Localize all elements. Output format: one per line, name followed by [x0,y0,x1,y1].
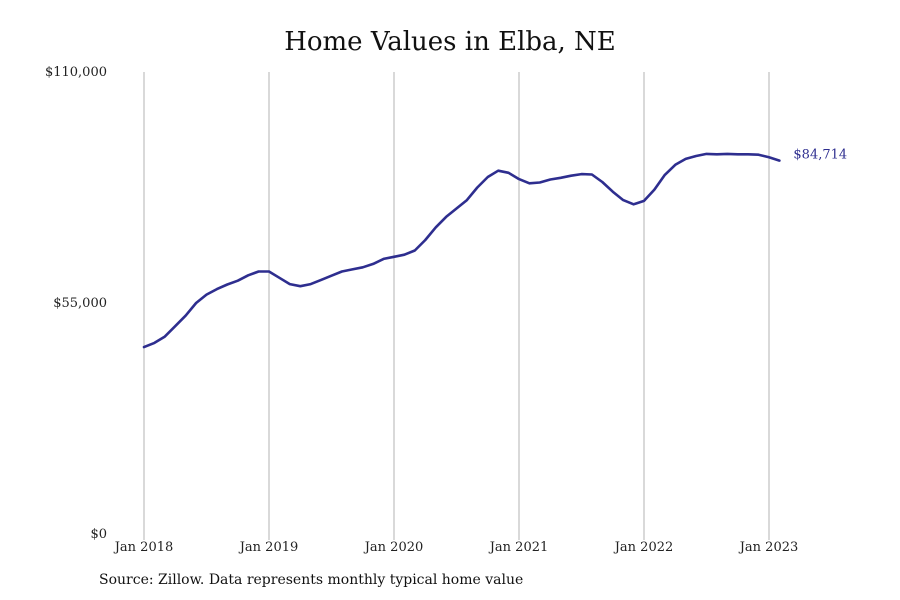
y-tick-label: $110,000 [45,65,107,80]
x-axis: Jan 2018 Jan 2019 Jan 2020 Jan 2021 Jan 2022… [113,540,799,555]
grid-lines [143,72,770,540]
y-tick-label: $55,000 [53,296,107,311]
x-tick-label: Jan 2021 [488,540,549,555]
x-tick-label: Jan 2020 [363,540,424,555]
x-tick-label: Jan 2019 [238,540,299,555]
y-tick-label: $0 [90,527,107,542]
end-value-label: $84,714 [793,148,847,163]
chart-title: Home Values in Elba, NE [284,27,616,57]
x-tick-label: Jan 2018 [113,540,174,555]
x-tick-label: Jan 2023 [738,540,799,555]
y-axis: $0 $55,000 $110,000 [45,65,107,542]
series-layer: $84,714 [142,148,847,349]
source-note: Source: Zillow. Data represents monthly … [99,572,524,588]
series-line [142,152,781,349]
x-tick-label: Jan 2022 [613,540,674,555]
